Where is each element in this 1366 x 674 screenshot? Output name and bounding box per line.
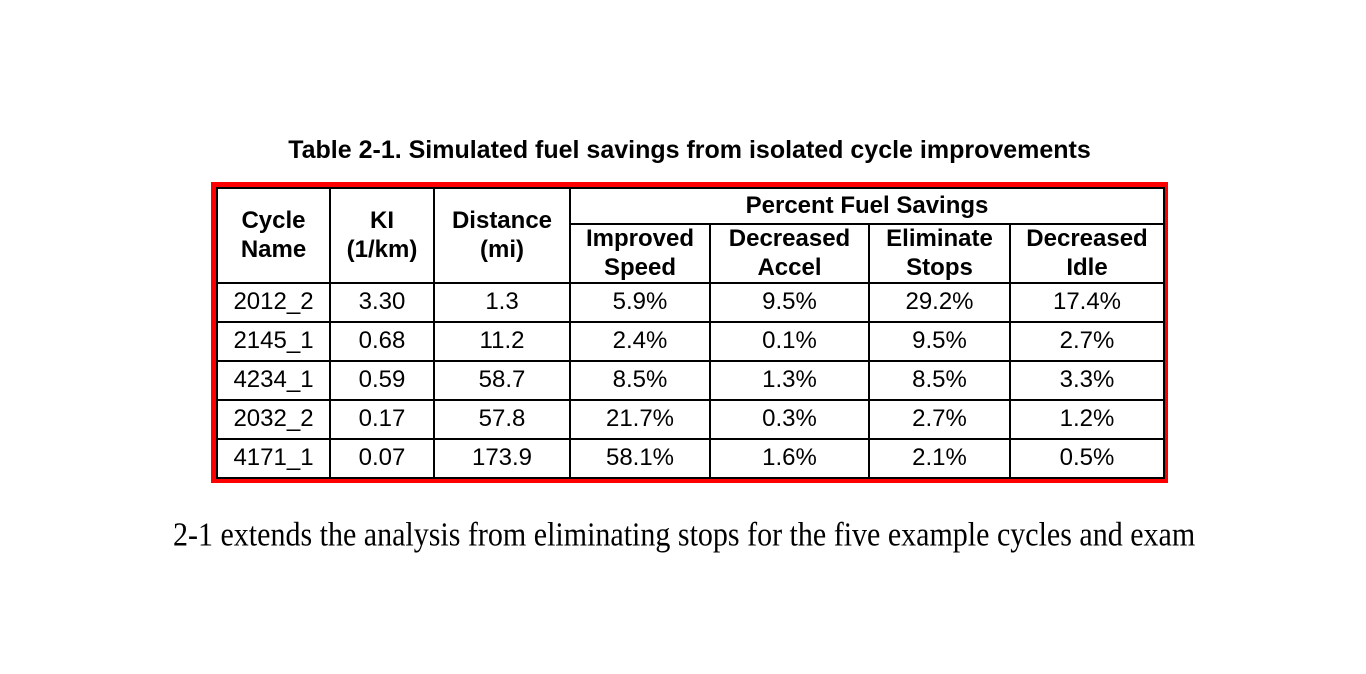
cell-decreased-idle: 2.7% <box>1008 321 1166 362</box>
cell-improved-speed: 8.5% <box>569 360 711 401</box>
cell-cycle-name: 4234_1 <box>216 360 331 401</box>
cell-decreased-idle: 17.4% <box>1008 282 1166 323</box>
cell-ki: 0.59 <box>329 360 435 401</box>
cell-improved-speed: 2.4% <box>569 321 711 362</box>
cell-eliminate-stops: 2.1% <box>868 438 1011 479</box>
table-caption: Table 2-1. Simulated fuel savings from i… <box>288 136 1091 164</box>
header-row-group: Cycle Name KI (1/km) Distance (mi) Perce… <box>216 187 1166 284</box>
fuel-savings-table: Cycle Name KI (1/km) Distance (mi) Perce… <box>216 187 1166 479</box>
cell-cycle-name: 4171_1 <box>216 438 331 479</box>
col-header-decreased-idle: Decreased Idle <box>1008 223 1166 284</box>
cell-improved-speed: 58.1% <box>569 438 711 479</box>
table-row: 2012_2 3.30 1.3 5.9% 9.5% 29.2% 17.4% <box>216 282 1166 323</box>
cell-distance: 58.7 <box>433 360 571 401</box>
cell-ki: 0.17 <box>329 399 435 440</box>
table-row: 2145_1 0.68 11.2 2.4% 0.1% 9.5% 2.7% <box>216 321 1166 362</box>
cell-eliminate-stops: 9.5% <box>868 321 1011 362</box>
cell-distance: 57.8 <box>433 399 571 440</box>
cell-decreased-accel: 9.5% <box>709 282 870 323</box>
cell-ki: 3.30 <box>329 282 435 323</box>
cell-cycle-name: 2012_2 <box>216 282 331 323</box>
col-header-ki: KI (1/km) <box>329 187 435 284</box>
cell-eliminate-stops: 29.2% <box>868 282 1011 323</box>
cell-eliminate-stops: 8.5% <box>868 360 1011 401</box>
col-header-eliminate-stops: Eliminate Stops <box>868 223 1011 284</box>
cell-decreased-accel: 0.1% <box>709 321 870 362</box>
col-header-distance: Distance (mi) <box>433 187 571 284</box>
col-header-percent-fuel-savings: Percent Fuel Savings <box>568 187 1166 225</box>
table-row: 4171_1 0.07 173.9 58.1% 1.6% 2.1% 0.5% <box>216 438 1166 479</box>
header-row-sub: Improved Speed Decreased Accel Eliminate… <box>217 223 1166 284</box>
cell-cycle-name: 2145_1 <box>216 321 331 362</box>
cell-improved-speed: 21.7% <box>569 399 711 440</box>
cell-eliminate-stops: 2.7% <box>868 399 1011 440</box>
cell-decreased-accel: 1.3% <box>709 360 870 401</box>
cell-decreased-idle: 1.2% <box>1008 399 1166 440</box>
cell-improved-speed: 5.9% <box>569 282 711 323</box>
body-paragraph: 2-1 extends the analysis from eliminatin… <box>173 516 1196 554</box>
cell-decreased-idle: 3.3% <box>1008 360 1166 401</box>
cell-distance: 11.2 <box>433 321 571 362</box>
cell-ki: 0.07 <box>329 438 435 479</box>
table-row: 2032_2 0.17 57.8 21.7% 0.3% 2.7% 1.2% <box>216 399 1166 440</box>
col-header-improved-speed: Improved Speed <box>569 223 711 284</box>
col-header-cycle-name: Cycle Name <box>216 187 331 284</box>
cell-decreased-accel: 0.3% <box>709 399 870 440</box>
col-header-decreased-accel: Decreased Accel <box>709 223 870 284</box>
cell-decreased-accel: 1.6% <box>709 438 870 479</box>
cell-ki: 0.68 <box>329 321 435 362</box>
cell-cycle-name: 2032_2 <box>216 399 331 440</box>
table-row: 4234_1 0.59 58.7 8.5% 1.3% 8.5% 3.3% <box>216 360 1166 401</box>
cell-distance: 173.9 <box>433 438 571 479</box>
cell-distance: 1.3 <box>433 282 571 323</box>
table-red-annotation-box: Cycle Name KI (1/km) Distance (mi) Perce… <box>211 182 1168 483</box>
cell-decreased-idle: 0.5% <box>1008 438 1166 479</box>
